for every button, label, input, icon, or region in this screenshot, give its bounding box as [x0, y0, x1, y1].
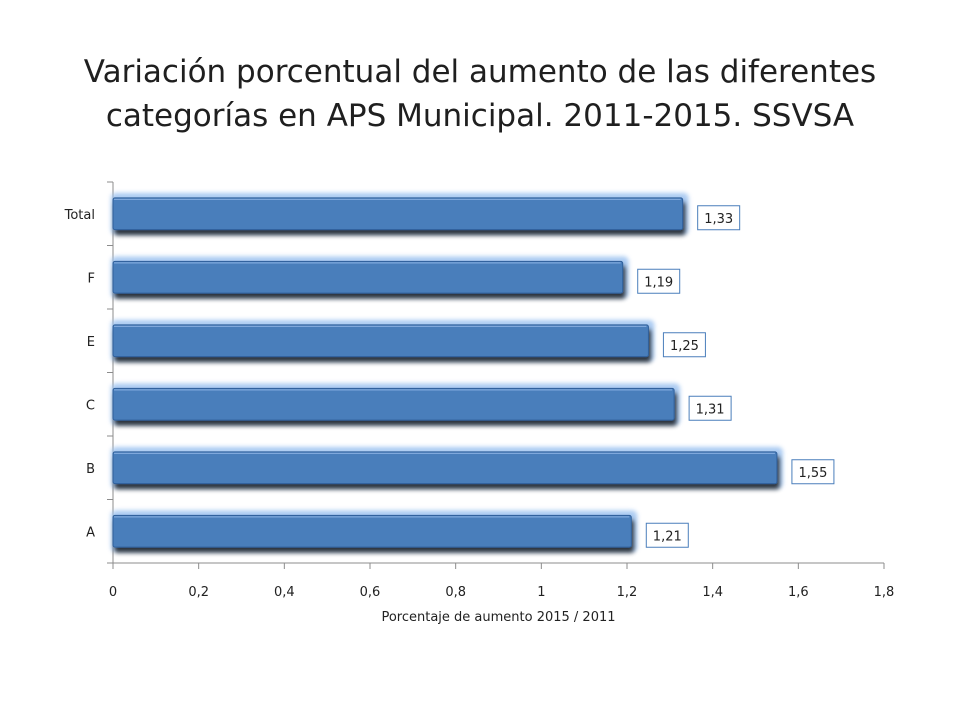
chart-title-line-1: Variación porcentual del aumento de las … — [83, 54, 877, 90]
bars — [111, 192, 783, 553]
data-label-box — [645, 522, 689, 548]
bar-c — [111, 383, 681, 426]
x-tick-label: 1,4 — [702, 585, 723, 600]
data-label-text: 1,19 — [644, 275, 673, 290]
x-tick-label: 0,6 — [360, 585, 381, 600]
data-label-box — [688, 395, 732, 421]
y-tick-label: F — [88, 271, 95, 286]
data-label-text: 1,55 — [798, 466, 827, 481]
data-label-text: 1,21 — [653, 529, 682, 544]
data-label-b: 1,55 — [791, 459, 835, 485]
data-label-f: 1,19 — [637, 268, 681, 294]
x-tick-label: 1,8 — [874, 585, 895, 600]
y-tick-label: A — [86, 525, 95, 540]
data-label-a: 1,21 — [645, 522, 689, 548]
y-tick-label: C — [86, 398, 95, 413]
data-label-box — [697, 205, 741, 231]
bar-e — [111, 319, 655, 362]
bar-rect — [112, 451, 778, 485]
bar-rect — [112, 514, 632, 548]
data-label-box — [662, 332, 706, 358]
x-tick-label: 1 — [537, 585, 545, 600]
x-tick-label: 1,2 — [617, 585, 638, 600]
data-label-total: 1,33 — [697, 205, 741, 231]
bar-b — [111, 446, 783, 489]
x-tick-label: 0 — [109, 585, 117, 600]
bar-f — [111, 256, 629, 299]
axes: 0 0,2 0,4 0,6 0,8 1 1,2 1,4 1,6 1,8 Total F E C B A — [64, 181, 895, 600]
bar-rect — [112, 387, 675, 421]
data-label-text: 1,25 — [670, 339, 699, 354]
y-tick-label: B — [86, 462, 95, 477]
x-tick-label: 0,4 — [274, 585, 295, 600]
x-tick-label: 0,8 — [445, 585, 466, 600]
bar-rect — [112, 197, 684, 231]
bar-rect — [112, 260, 624, 294]
bar-a — [111, 510, 638, 553]
bar-rect — [112, 324, 649, 358]
chart-title-line-2: categorías en APS Municipal. 2011-2015. … — [105, 98, 855, 134]
data-label-e: 1,25 — [662, 332, 706, 358]
data-label-text: 1,31 — [696, 402, 725, 417]
data-label-text: 1,33 — [704, 212, 733, 227]
x-axis-title: Porcentaje de aumento 2015 / 2011 — [381, 610, 615, 625]
y-tick-label: E — [87, 335, 95, 350]
x-tick-label: 1,6 — [788, 585, 809, 600]
data-labels: 1,33 1,19 1,25 1,31 1,55 1,21 — [637, 205, 835, 548]
data-label-box — [791, 459, 835, 485]
data-label-box — [637, 268, 681, 294]
data-label-c: 1,31 — [688, 395, 732, 421]
bar-total — [111, 192, 689, 235]
chart-title: Variación porcentual del aumento de las … — [40, 50, 920, 138]
x-tick-label: 0,2 — [188, 585, 209, 600]
y-tick-label: Total — [64, 208, 95, 223]
